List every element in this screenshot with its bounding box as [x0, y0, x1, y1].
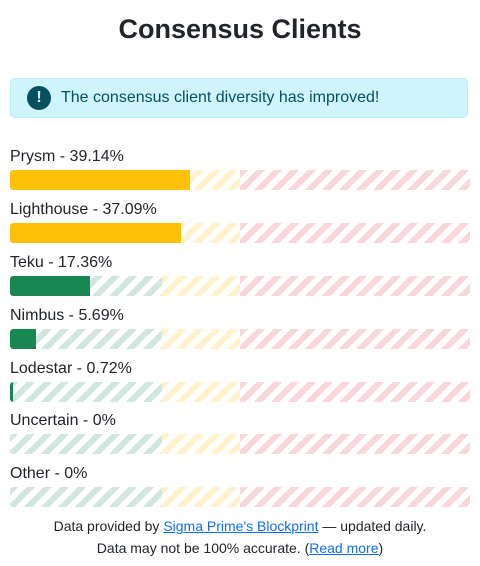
client-label: Lodestar - 0.72%: [10, 360, 470, 378]
footer-text: Data provided by: [54, 518, 164, 534]
caution-zone: [162, 329, 240, 349]
danger-zone: [240, 382, 470, 402]
client-label: Teku - 17.36%: [10, 254, 470, 272]
progress-fill: [10, 382, 13, 402]
danger-zone: [240, 487, 470, 507]
progress-bar: [10, 276, 470, 296]
footer-text: Data may not be 100% accurate. (: [97, 540, 309, 556]
client-label: Other - 0%: [10, 465, 470, 483]
client-teku: Teku - 17.36%: [10, 254, 470, 296]
client-label: Lighthouse - 37.09%: [10, 201, 470, 219]
footer-line-1: Data provided by Sigma Prime's Blockprin…: [0, 515, 480, 537]
client-uncertain: Uncertain - 0%: [10, 412, 470, 454]
info-alert: ! The consensus client diversity has imp…: [10, 78, 468, 118]
progress-fill: [10, 223, 181, 243]
safe-zone: [10, 487, 162, 507]
client-label: Prysm - 39.14%: [10, 148, 470, 166]
caution-zone: [162, 382, 240, 402]
exclamation-circle-icon: !: [27, 86, 51, 110]
client-other: Other - 0%: [10, 465, 470, 507]
caution-zone: [162, 487, 240, 507]
footer-note: Data provided by Sigma Prime's Blockprin…: [0, 515, 480, 559]
progress-bar: [10, 329, 470, 349]
safe-zone: [10, 382, 162, 402]
danger-zone: [240, 329, 470, 349]
progress-bar: [10, 434, 470, 454]
client-lodestar: Lodestar - 0.72%: [10, 360, 470, 402]
read-more-link[interactable]: Read more: [309, 540, 378, 556]
danger-zone: [240, 223, 470, 243]
caution-zone: [162, 276, 240, 296]
client-prysm: Prysm - 39.14%: [10, 148, 470, 190]
footer-text: ): [379, 540, 384, 556]
footer-line-2: Data may not be 100% accurate. (Read mor…: [0, 537, 480, 559]
client-label: Nimbus - 5.69%: [10, 307, 470, 325]
progress-fill: [10, 329, 36, 349]
alert-text: The consensus client diversity has impro…: [61, 89, 379, 107]
danger-zone: [240, 434, 470, 454]
blockprint-link[interactable]: Sigma Prime's Blockprint: [163, 518, 318, 534]
progress-fill: [10, 276, 90, 296]
progress-bar: [10, 487, 470, 507]
page-title: Consensus Clients: [0, 14, 480, 45]
client-label: Uncertain - 0%: [10, 412, 470, 430]
progress-bar: [10, 170, 470, 190]
client-nimbus: Nimbus - 5.69%: [10, 307, 470, 349]
progress-bar: [10, 223, 470, 243]
progress-bar: [10, 382, 470, 402]
progress-fill: [10, 170, 190, 190]
client-lighthouse: Lighthouse - 37.09%: [10, 201, 470, 243]
danger-zone: [240, 170, 470, 190]
safe-zone: [10, 434, 162, 454]
footer-text: — updated daily.: [318, 518, 426, 534]
danger-zone: [240, 276, 470, 296]
caution-zone: [162, 434, 240, 454]
